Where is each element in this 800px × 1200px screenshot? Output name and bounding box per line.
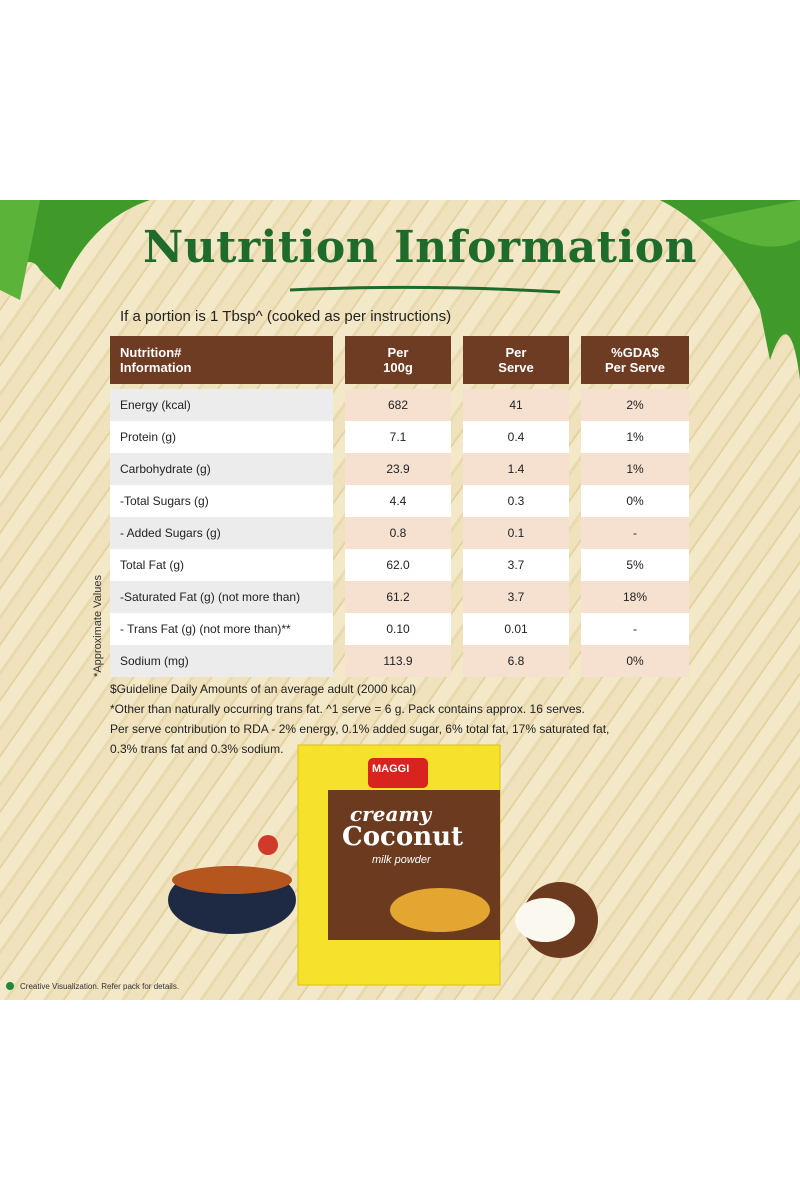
value-cell: 0.4 bbox=[463, 421, 569, 453]
header-row: Nutrition# Information Per 100g Per Serve%… bbox=[110, 336, 690, 389]
value-cell: 682 bbox=[345, 389, 451, 421]
nutrient-cell: - Trans Fat (g) (not more than)** bbox=[110, 613, 333, 645]
value-cell: 0% bbox=[581, 645, 689, 677]
value-cell: 61.2 bbox=[345, 581, 451, 613]
value-cell: 0.10 bbox=[345, 613, 451, 645]
value-cell: 113.9 bbox=[345, 645, 451, 677]
nutrient-cell: Total Fat (g) bbox=[110, 549, 333, 581]
value-cell: 3.7 bbox=[463, 581, 569, 613]
header-cell: Nutrition# Information bbox=[110, 336, 333, 384]
disclaimer: Creative Visualization. Refer pack for d… bbox=[20, 982, 180, 991]
product-name: creamy bbox=[350, 802, 432, 826]
header-cell: %GDA$ Per Serve bbox=[581, 336, 689, 384]
side-note: *Approximate Values bbox=[92, 575, 104, 677]
value-cell: 1% bbox=[581, 421, 689, 453]
value-cell: 3.7 bbox=[463, 549, 569, 581]
curry bbox=[172, 866, 292, 894]
title: Nutrition Information bbox=[142, 222, 698, 273]
brand: MAGGI bbox=[372, 763, 410, 775]
coconut-flesh bbox=[515, 898, 575, 942]
decor bbox=[0, 200, 800, 990]
title-underline bbox=[289, 285, 561, 294]
logo bbox=[368, 758, 428, 788]
product-name: milk powder bbox=[372, 854, 431, 866]
table-row: Sodium (mg) 113.9 6.8 0% bbox=[110, 645, 690, 677]
table-row: -Total Sugars (g) 4.4 0.3 0% bbox=[110, 485, 690, 517]
value-cell: 0.1 bbox=[463, 517, 569, 549]
value-cell: 6.8 bbox=[463, 645, 569, 677]
product-name: Coconut bbox=[342, 822, 464, 852]
nutrient-cell: Carbohydrate (g) bbox=[110, 453, 333, 485]
value-cell: 5% bbox=[581, 549, 689, 581]
nutrient-cell: - Added Sugars (g) bbox=[110, 517, 333, 549]
table-row: Energy (kcal) 682 41 2% bbox=[110, 389, 690, 421]
nutrition-panel: Nutrition Information If a portion is 1 … bbox=[0, 200, 800, 1000]
value-cell: 62.0 bbox=[345, 549, 451, 581]
nutrient-cell: Protein (g) bbox=[110, 421, 333, 453]
table-row: - Added Sugars (g) 0.8 0.1- bbox=[110, 517, 690, 549]
value-cell: 41 bbox=[463, 389, 569, 421]
nutrition-table: Nutrition# Information Per 100g Per Serve%… bbox=[110, 336, 690, 677]
table-row: Total Fat (g) 62.0 3.7 5% bbox=[110, 549, 690, 581]
value-cell: - bbox=[581, 517, 689, 549]
footnote: *Other than naturally occurring trans fa… bbox=[110, 702, 585, 716]
palm-leaf bbox=[0, 200, 800, 380]
value-cell: 2% bbox=[581, 389, 689, 421]
nutrient-cell: -Total Sugars (g) bbox=[110, 485, 333, 517]
value-cell: 0% bbox=[581, 485, 689, 517]
value-cell: 23.9 bbox=[345, 453, 451, 485]
value-cell: 18% bbox=[581, 581, 689, 613]
table-row: Carbohydrate (g) 23.9 1.4 1% bbox=[110, 453, 690, 485]
nutrient-cell: Sodium (mg) bbox=[110, 645, 333, 677]
value-cell: 7.1 bbox=[345, 421, 451, 453]
nutrient-cell: -Saturated Fat (g) (not more than) bbox=[110, 581, 333, 613]
table-row: Protein (g) 7.1 0.4 1% bbox=[110, 421, 690, 453]
footnote: Per serve contribution to RDA - 2% energ… bbox=[110, 722, 610, 736]
value-cell: 0.8 bbox=[345, 517, 451, 549]
value-cell: 1.4 bbox=[463, 453, 569, 485]
value-cell: 0.3 bbox=[463, 485, 569, 517]
dish bbox=[390, 888, 490, 932]
nutrient-cell: Energy (kcal) bbox=[110, 389, 333, 421]
value-cell: 0.01 bbox=[463, 613, 569, 645]
footnote: $Guideline Daily Amounts of an average a… bbox=[110, 682, 417, 696]
garnish bbox=[258, 835, 278, 855]
header-cell: Per Serve bbox=[463, 336, 569, 384]
value-cell: 1% bbox=[581, 453, 689, 485]
footnote: 0.3% trans fat and 0.3% sodium. bbox=[110, 742, 284, 756]
header-cell: Per 100g bbox=[345, 336, 451, 384]
dot bbox=[6, 982, 14, 990]
subtitle: If a portion is 1 Tbsp^ (cooked as per i… bbox=[120, 308, 452, 325]
value-cell: - bbox=[581, 613, 689, 645]
value-cell: 4.4 bbox=[345, 485, 451, 517]
table-row: - Trans Fat (g) (not more than)** 0.10 0.0… bbox=[110, 613, 690, 645]
table-row: -Saturated Fat (g) (not more than) 61.2 3.… bbox=[110, 581, 690, 613]
